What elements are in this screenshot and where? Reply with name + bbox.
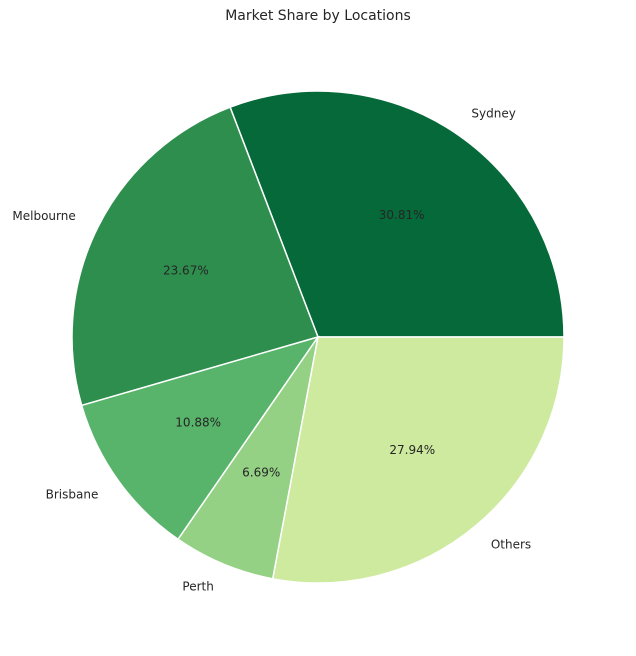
slice-label-others: Others bbox=[491, 538, 531, 552]
slice-percent-others: 27.94% bbox=[389, 443, 435, 457]
slice-percent-perth: 6.69% bbox=[242, 466, 280, 480]
pie-slice-others bbox=[271, 336, 565, 584]
slice-label-brisbane: Brisbane bbox=[46, 488, 99, 502]
pie-slice-melbourne bbox=[71, 106, 319, 407]
chart-title: Market Share by Locations bbox=[225, 8, 411, 24]
pie-slice-sydney bbox=[229, 90, 565, 338]
slice-percent-melbourne: 23.67% bbox=[163, 264, 209, 278]
slice-label-sydney: Sydney bbox=[471, 107, 515, 121]
slice-percent-sydney: 30.81% bbox=[379, 208, 425, 222]
pie-slice-brisbane bbox=[80, 335, 320, 541]
slice-percent-brisbane: 10.88% bbox=[175, 416, 221, 430]
slice-label-melbourne: Melbourne bbox=[12, 209, 75, 223]
slice-label-perth: Perth bbox=[182, 579, 213, 593]
